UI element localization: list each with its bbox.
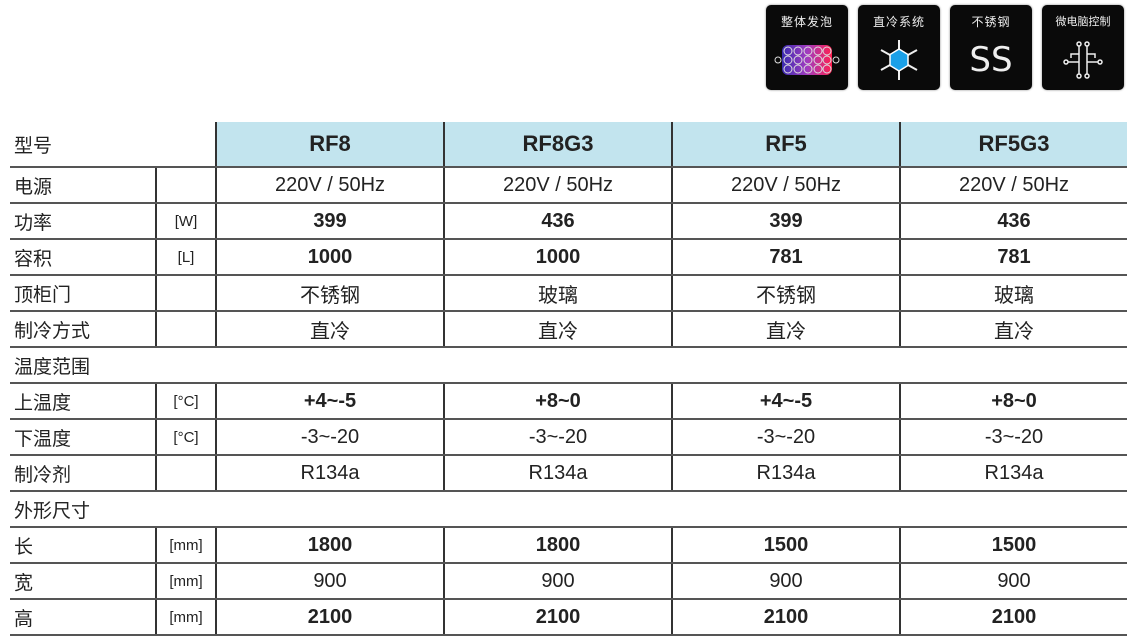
cell-value: R134a bbox=[900, 455, 1127, 492]
cell-value: 900 bbox=[900, 563, 1127, 600]
badge-stainless-steel: 不锈钢 SS bbox=[950, 5, 1032, 90]
cell-value: 399 bbox=[216, 203, 445, 240]
table-row: 顶柜门 不锈钢 玻璃 不锈钢 玻璃 bbox=[10, 275, 1127, 312]
row-label: 容积 bbox=[10, 239, 156, 276]
cell-value: 1000 bbox=[216, 239, 445, 276]
cell-value: 玻璃 bbox=[900, 275, 1127, 312]
table-row: 容积 [L] 1000 1000 781 781 bbox=[10, 239, 1127, 276]
cell-value: 436 bbox=[900, 203, 1127, 240]
row-label: 制冷方式 bbox=[10, 311, 156, 348]
table-row: 制冷剂 R134a R134a R134a R134a bbox=[10, 455, 1127, 492]
section-row: 温度范围 bbox=[10, 347, 1127, 384]
cell-value: 不锈钢 bbox=[672, 275, 901, 312]
cell-value: 不锈钢 bbox=[216, 275, 445, 312]
table-row: 电源 220V / 50Hz 220V / 50Hz 220V / 50Hz 220V … bbox=[10, 167, 1127, 204]
cell-value: 220V / 50Hz bbox=[900, 167, 1127, 204]
snowflake-icon bbox=[877, 30, 921, 90]
cell-value: 900 bbox=[672, 563, 901, 600]
cell-value: 直冷 bbox=[216, 311, 445, 348]
cell-value: 399 bbox=[672, 203, 901, 240]
row-label: 顶柜门 bbox=[10, 275, 156, 312]
badge-label: 整体发泡 bbox=[780, 15, 833, 29]
cell-value: 玻璃 bbox=[444, 275, 673, 312]
table-row: 制冷方式 直冷 直冷 直冷 直冷 bbox=[10, 311, 1127, 348]
row-label: 制冷剂 bbox=[10, 455, 156, 492]
table-row: 下温度 [°C] -3~-20 -3~-20 -3~-20 -3~-20 bbox=[10, 419, 1127, 456]
section-row: 外形尺寸 bbox=[10, 491, 1127, 528]
cell-value: +4~-5 bbox=[672, 383, 901, 420]
badge-label: 不锈钢 bbox=[971, 15, 1011, 29]
badge-label: 微电脑控制 bbox=[1055, 16, 1111, 28]
row-label: 上温度 bbox=[10, 383, 156, 420]
cell-value: +8~0 bbox=[444, 383, 673, 420]
header-label: 型号 bbox=[10, 122, 156, 168]
row-label: 宽 bbox=[10, 563, 156, 600]
cell-value: -3~-20 bbox=[444, 419, 673, 456]
table-header-row: 型号 RF8 RF8G3 RF5 RF5G3 bbox=[10, 122, 1127, 168]
model-name: RF8G3 bbox=[444, 122, 673, 168]
cell-value: +4~-5 bbox=[216, 383, 445, 420]
cell-value: 直冷 bbox=[444, 311, 673, 348]
cell-value: 1800 bbox=[216, 527, 445, 564]
row-label: 电源 bbox=[10, 167, 156, 204]
section-label: 温度范围 bbox=[10, 347, 1127, 384]
cell-value: R134a bbox=[672, 455, 901, 492]
cell-value: 1500 bbox=[672, 527, 901, 564]
cell-value: R134a bbox=[444, 455, 673, 492]
row-unit bbox=[155, 275, 217, 312]
row-unit bbox=[155, 167, 217, 204]
cell-value: 436 bbox=[444, 203, 673, 240]
row-unit: [mm] bbox=[155, 527, 217, 564]
stainless-steel-icon: SS bbox=[969, 40, 1013, 80]
row-unit bbox=[155, 311, 217, 348]
cell-value: 1800 bbox=[444, 527, 673, 564]
badge-label: 直冷系统 bbox=[872, 15, 925, 29]
cell-value: 1500 bbox=[900, 527, 1127, 564]
row-label: 功率 bbox=[10, 203, 156, 240]
row-label: 下温度 bbox=[10, 419, 156, 456]
cell-value: 220V / 50Hz bbox=[216, 167, 445, 204]
cell-value: 781 bbox=[900, 239, 1127, 276]
model-name: RF5G3 bbox=[900, 122, 1127, 168]
cell-value: 900 bbox=[444, 563, 673, 600]
table-row: 宽 [mm] 900 900 900 900 bbox=[10, 563, 1127, 600]
section-label: 外形尺寸 bbox=[10, 491, 1127, 528]
foam-bubbles-icon bbox=[774, 30, 840, 90]
cell-value: -3~-20 bbox=[672, 419, 901, 456]
cell-value: 900 bbox=[216, 563, 445, 600]
badge-foam: 整体发泡 bbox=[766, 5, 848, 90]
row-unit: [°C] bbox=[155, 383, 217, 420]
row-unit: [L] bbox=[155, 239, 217, 276]
cell-value: 781 bbox=[672, 239, 901, 276]
cell-value: -3~-20 bbox=[900, 419, 1127, 456]
spec-table: 型号 RF8 RF8G3 RF5 RF5G3 电源 220V / 50Hz 220V… bbox=[10, 122, 1127, 636]
badge-direct-cooling: 直冷系统 bbox=[858, 5, 940, 90]
row-unit: [mm] bbox=[155, 563, 217, 600]
table-row: 长 [mm] 1800 1800 1500 1500 bbox=[10, 527, 1127, 564]
model-name: RF5 bbox=[672, 122, 901, 168]
cell-value: 1000 bbox=[444, 239, 673, 276]
table-row: 功率 [W] 399 436 399 436 bbox=[10, 203, 1127, 240]
table-row: 上温度 [°C] +4~-5 +8~0 +4~-5 +8~0 bbox=[10, 383, 1127, 420]
cell-value: +8~0 bbox=[900, 383, 1127, 420]
cell-value: 220V / 50Hz bbox=[672, 167, 901, 204]
cell-value: R134a bbox=[216, 455, 445, 492]
row-unit: [°C] bbox=[155, 419, 217, 456]
model-name: RF8 bbox=[216, 122, 445, 168]
circuit-icon bbox=[1063, 29, 1103, 90]
cell-value: 直冷 bbox=[672, 311, 901, 348]
row-label: 长 bbox=[10, 527, 156, 564]
cell-value: 220V / 50Hz bbox=[444, 167, 673, 204]
cell-value: 直冷 bbox=[900, 311, 1127, 348]
badge-microcomputer: 微电脑控制 bbox=[1042, 5, 1124, 90]
cell-value: -3~-20 bbox=[216, 419, 445, 456]
feature-badges: 整体发泡 直冷系统 不锈钢 bbox=[766, 5, 1124, 90]
row-unit: [W] bbox=[155, 203, 217, 240]
row-unit bbox=[155, 455, 217, 492]
